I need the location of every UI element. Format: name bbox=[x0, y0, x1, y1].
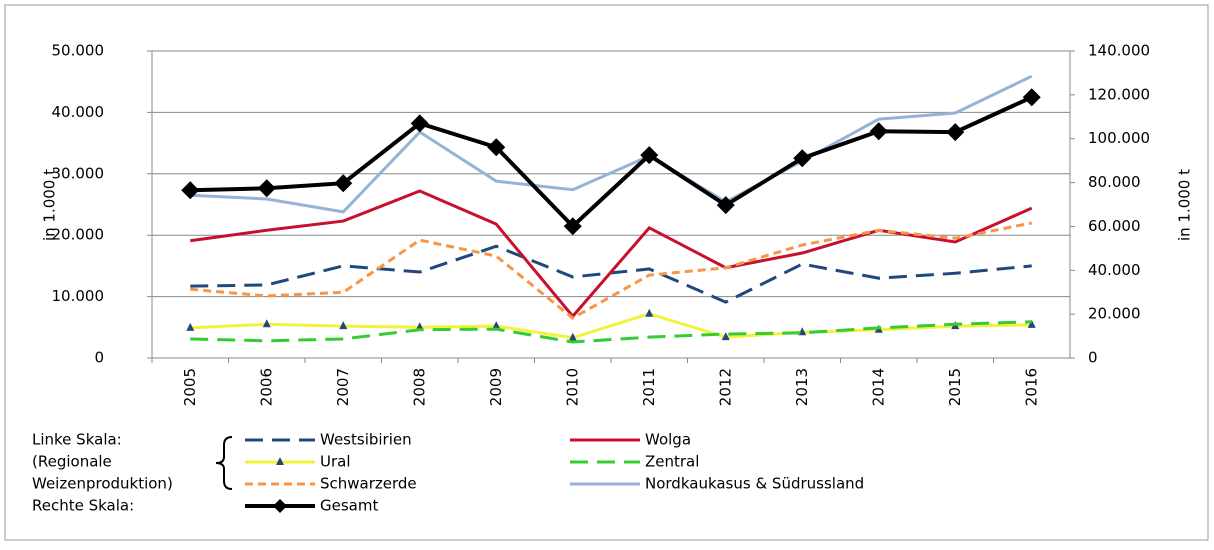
legend-label: Gesamt bbox=[320, 497, 378, 515]
y-tick-label: 50.000 bbox=[52, 42, 105, 60]
y2-tick-label: 20.000 bbox=[1088, 305, 1141, 323]
y2-tick-label: 40.000 bbox=[1088, 261, 1141, 279]
point-marker bbox=[1022, 88, 1041, 107]
point-marker bbox=[946, 123, 965, 142]
point-marker bbox=[869, 122, 888, 141]
frame bbox=[4, 4, 1209, 541]
legend-label: Westsibirien bbox=[320, 431, 412, 449]
x-tick-label: 2006 bbox=[257, 368, 275, 406]
legend-label: Schwarzerde bbox=[320, 475, 417, 493]
series-line bbox=[190, 312, 1032, 340]
point-marker bbox=[262, 319, 271, 328]
y2-tick-label: 60.000 bbox=[1088, 217, 1141, 235]
point-marker bbox=[492, 321, 501, 330]
point-marker bbox=[568, 332, 577, 341]
x-tick-label: 2013 bbox=[793, 368, 811, 406]
x-tick-label: 2012 bbox=[716, 368, 734, 406]
y-tick-label: 0 bbox=[94, 349, 104, 367]
point-marker bbox=[721, 332, 730, 341]
x-tick-label: 2009 bbox=[487, 368, 505, 406]
point-marker bbox=[339, 321, 348, 330]
point-marker bbox=[563, 217, 582, 236]
x-tick-label: 2014 bbox=[869, 368, 887, 406]
x-tick-label: 2010 bbox=[563, 368, 581, 406]
legend-marker bbox=[273, 499, 287, 513]
series-line bbox=[190, 221, 1033, 320]
point-marker bbox=[186, 322, 195, 331]
y2-tick-label: 120.000 bbox=[1088, 85, 1150, 103]
point-marker bbox=[793, 149, 812, 168]
legend-label: Ural bbox=[320, 453, 351, 471]
legend-label: Zentral bbox=[645, 453, 699, 471]
legend-note: (Regionale bbox=[32, 453, 112, 471]
point-marker bbox=[640, 146, 659, 165]
x-tick-label: 2007 bbox=[334, 368, 352, 406]
y-tick-label: 20.000 bbox=[52, 226, 105, 244]
legend-note: Weizenproduktion) bbox=[32, 475, 173, 493]
point-marker bbox=[334, 174, 353, 193]
legend-label: Wolga bbox=[645, 431, 691, 449]
series-line bbox=[190, 95, 1033, 230]
y2-tick-label: 80.000 bbox=[1088, 173, 1141, 191]
y-tick-label: 40.000 bbox=[52, 103, 105, 121]
x-tick-label: 2015 bbox=[946, 368, 964, 406]
x-tick-label: 2005 bbox=[181, 368, 199, 406]
point-marker bbox=[181, 181, 200, 200]
point-marker bbox=[645, 308, 654, 317]
legend-note: Linke Skala: bbox=[32, 431, 122, 449]
legend-label: Nordkaukasus & Südrussland bbox=[645, 475, 864, 493]
y-tick-label: 30.000 bbox=[52, 164, 105, 182]
series-line bbox=[190, 74, 1033, 214]
y2-axis-label: in 1.000 t bbox=[1176, 169, 1194, 241]
x-tick-label: 2008 bbox=[410, 368, 428, 406]
y-tick-label: 10.000 bbox=[52, 287, 105, 305]
point-marker bbox=[257, 179, 276, 198]
x-tick-label: 2016 bbox=[1022, 368, 1040, 406]
legend-marker bbox=[276, 457, 284, 465]
point-marker bbox=[716, 196, 735, 215]
y-axis-label: in 1.000 t bbox=[41, 169, 59, 241]
point-marker bbox=[410, 114, 429, 133]
x-tick-label: 2011 bbox=[640, 368, 658, 406]
point-marker bbox=[1027, 319, 1036, 328]
series-line bbox=[190, 320, 1032, 344]
point-marker bbox=[487, 138, 506, 157]
y2-tick-label: 100.000 bbox=[1088, 129, 1150, 147]
y2-tick-label: 140.000 bbox=[1088, 42, 1150, 60]
y2-tick-label: 0 bbox=[1088, 349, 1098, 367]
legend-brace bbox=[215, 436, 233, 490]
legend-note: Rechte Skala: bbox=[32, 497, 134, 515]
